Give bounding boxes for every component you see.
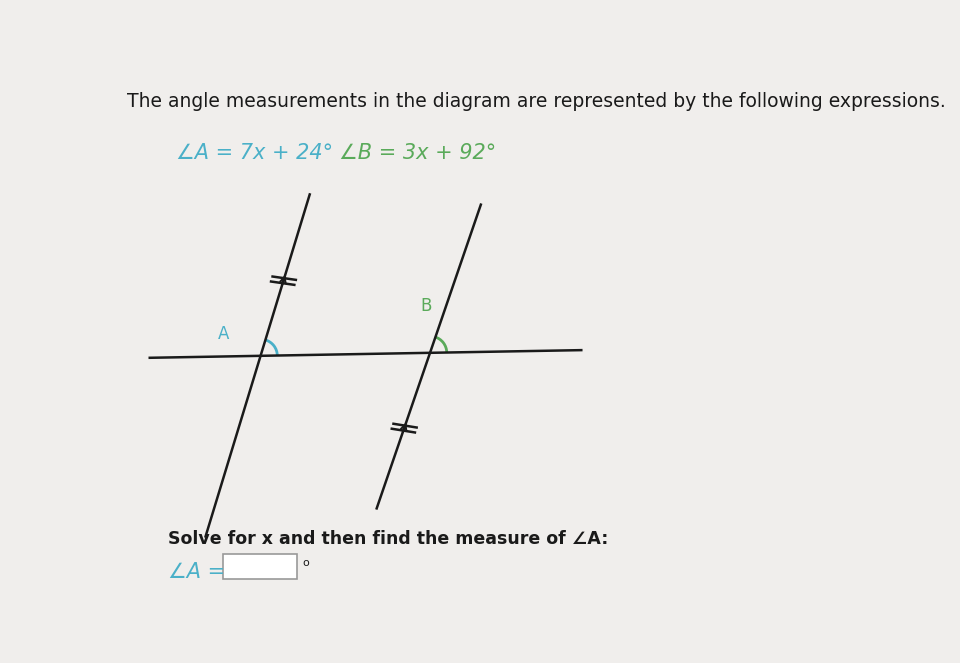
Bar (223, 554, 297, 579)
Text: Solve for x and then find the measure of ∠A:: Solve for x and then find the measure of… (168, 530, 609, 548)
Text: o: o (302, 558, 309, 568)
Text: A: A (218, 325, 229, 343)
Text: ∠A =: ∠A = (168, 562, 226, 582)
Text: The angle measurements in the diagram are represented by the following expressio: The angle measurements in the diagram ar… (128, 92, 947, 111)
Text: B: B (420, 296, 432, 314)
Text: ∠B = 3x + 92°: ∠B = 3x + 92° (340, 143, 496, 163)
Text: ∠A = 7x + 24°: ∠A = 7x + 24° (176, 143, 333, 163)
